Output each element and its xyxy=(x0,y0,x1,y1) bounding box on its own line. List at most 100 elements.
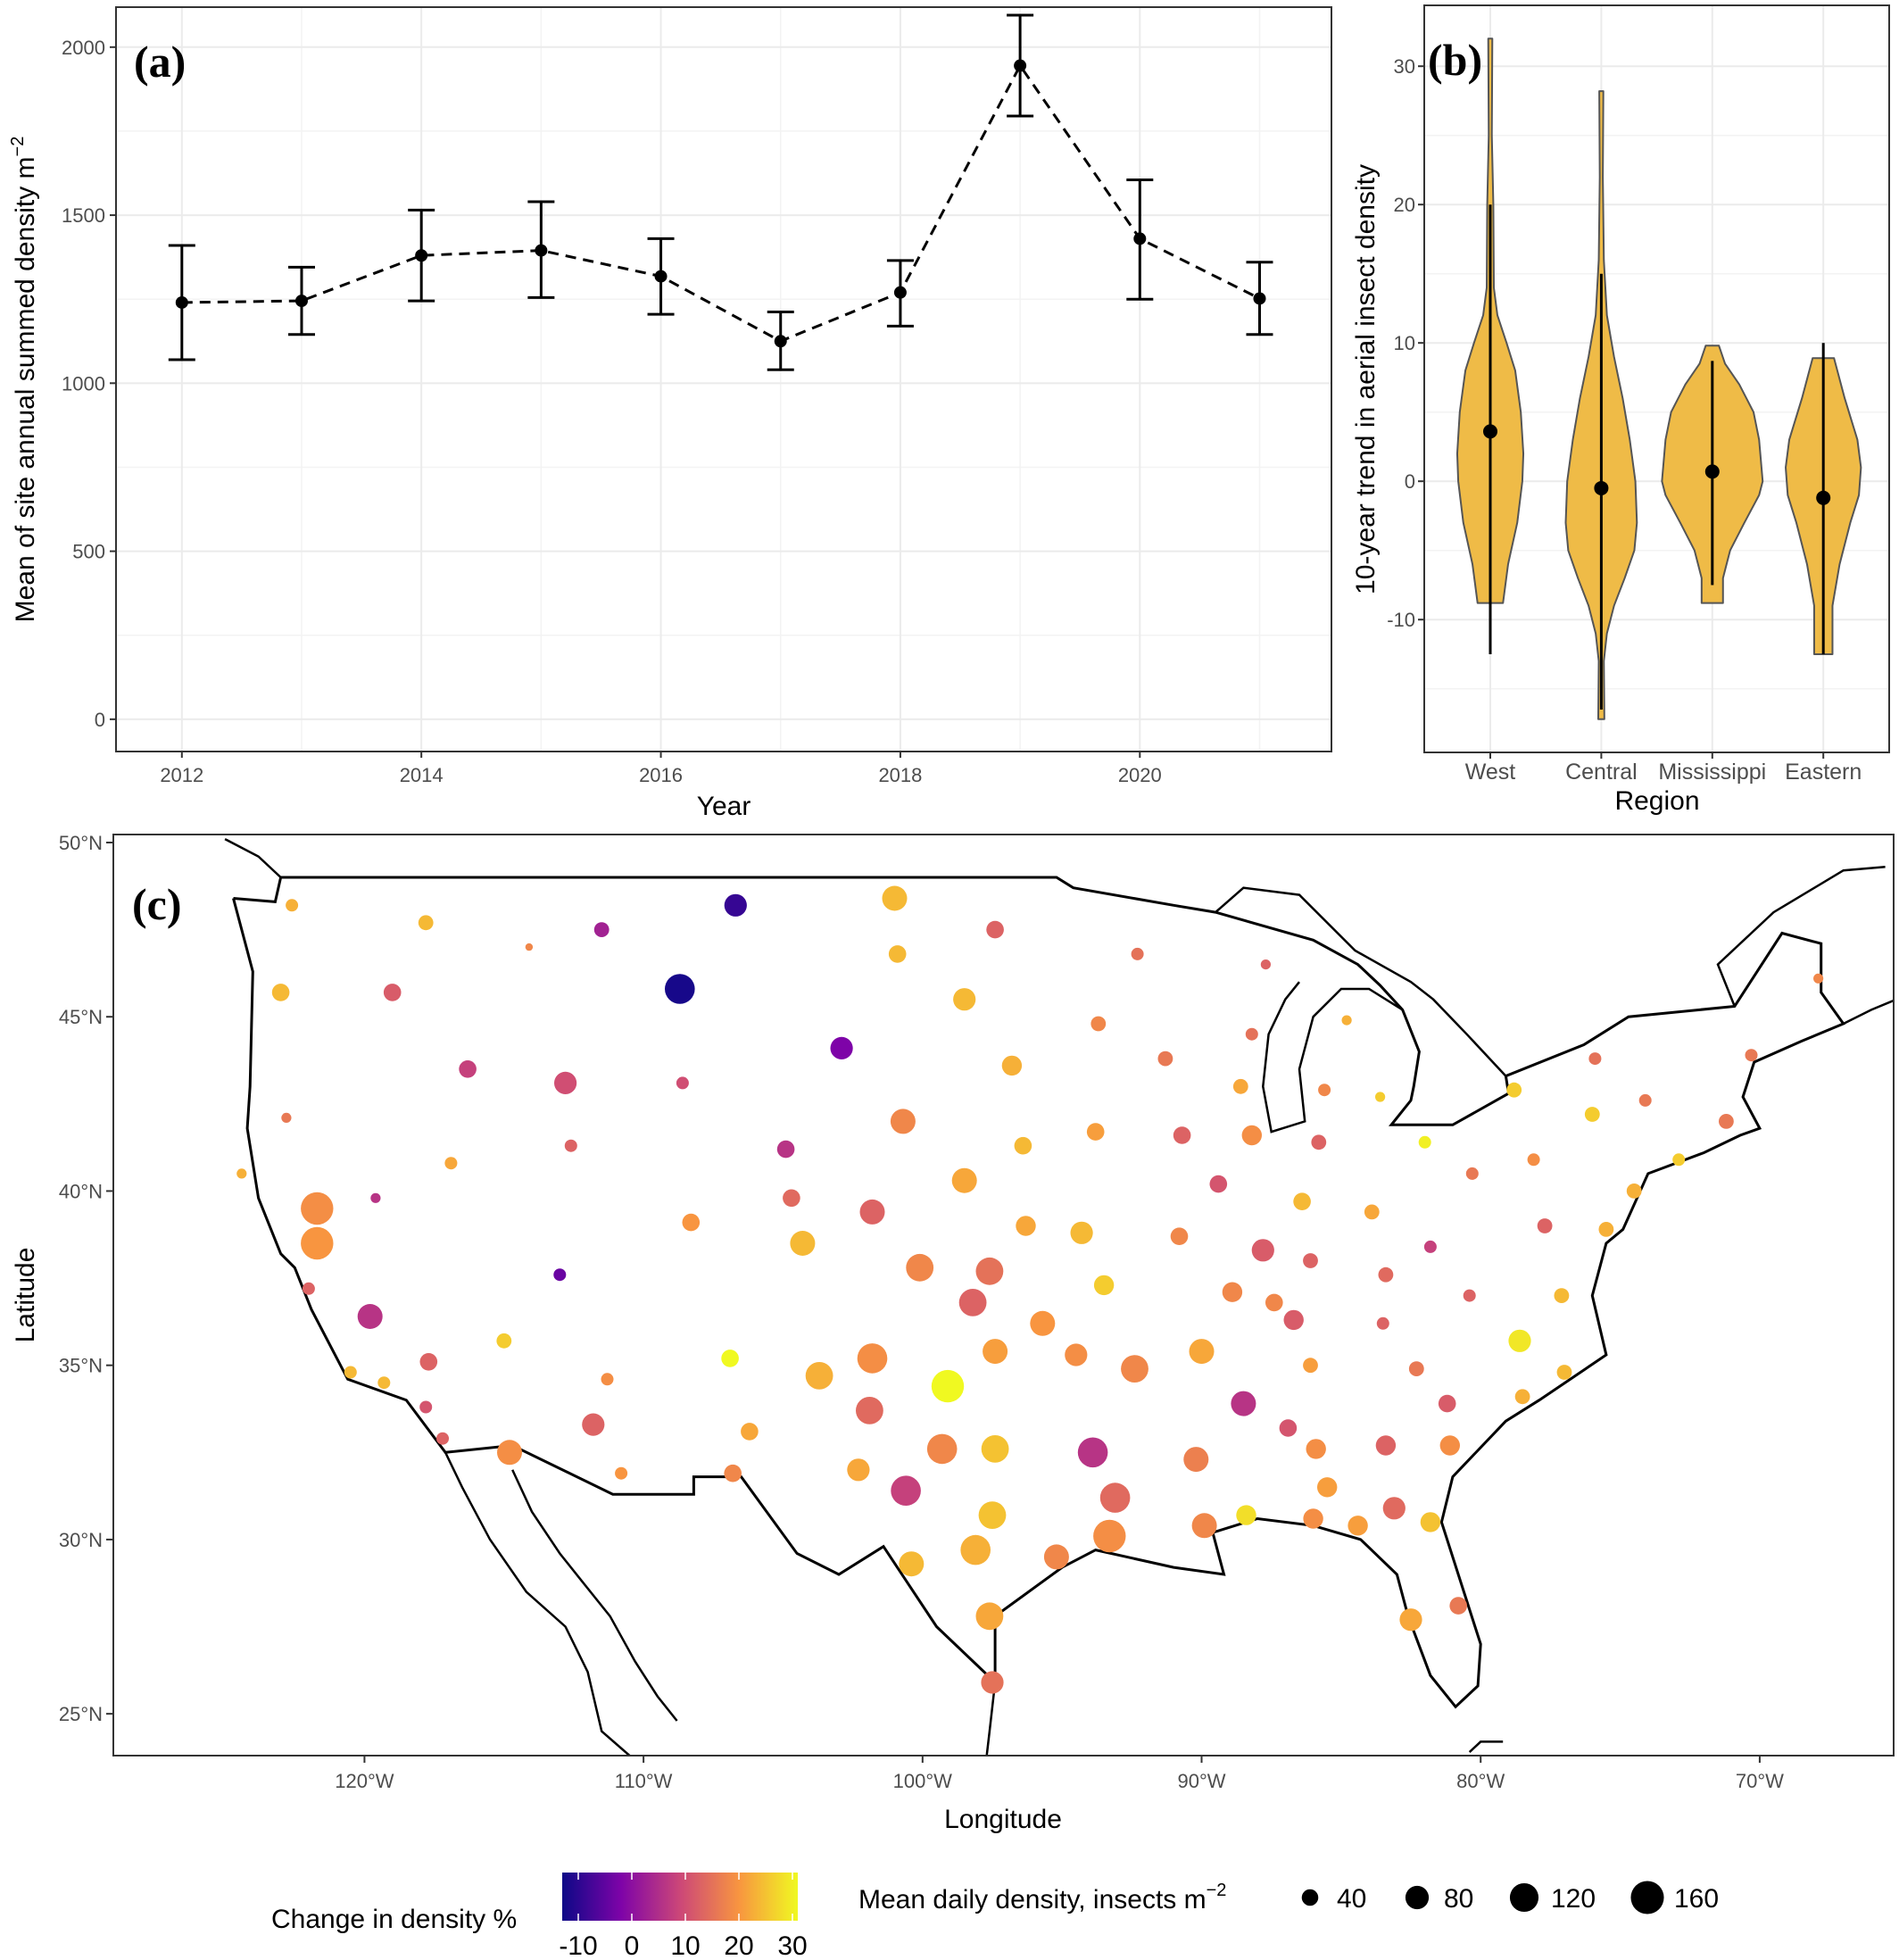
site-point xyxy=(1375,1092,1386,1102)
site-point xyxy=(1279,1419,1298,1437)
us-border-outline xyxy=(232,876,1846,1709)
y-tick-label: 10 xyxy=(1394,332,1415,354)
site-point xyxy=(1191,1513,1217,1539)
error-bar-2017 xyxy=(767,311,794,371)
site-point xyxy=(1099,1482,1131,1513)
site-point xyxy=(1303,1508,1323,1529)
site-point xyxy=(1232,1078,1248,1094)
size-legend-label-120: 120 xyxy=(1551,1884,1596,1914)
panel-a-x-axis-title: Year xyxy=(697,792,751,821)
site-point xyxy=(601,1373,614,1386)
error-bar-2012 xyxy=(168,244,195,361)
mean-trend-line xyxy=(181,62,1261,343)
panel-b-violin: West Central Mississippi Eastern -10 0 10 20 30… xyxy=(1351,4,1890,816)
site-point xyxy=(724,893,747,917)
site-point xyxy=(1556,1365,1572,1380)
mean-point-2015 xyxy=(535,244,548,257)
site-point xyxy=(1745,1049,1758,1062)
site-point xyxy=(1449,1597,1467,1615)
site-point xyxy=(1317,1477,1338,1498)
site-point xyxy=(1209,1175,1228,1193)
site-point xyxy=(286,899,299,912)
site-point xyxy=(1183,1447,1209,1473)
site-point xyxy=(891,1475,921,1506)
x-tick-label-eastern: Eastern xyxy=(1785,760,1862,785)
panel-a-label: (a) xyxy=(134,37,186,87)
site-point xyxy=(419,1400,433,1414)
site-point xyxy=(951,1167,977,1193)
site-point xyxy=(926,1433,958,1465)
site-point xyxy=(1189,1339,1215,1365)
mean-point-2013 xyxy=(294,295,308,308)
site-point xyxy=(847,1458,870,1482)
site-point xyxy=(888,945,907,963)
x-tick-label: 2014 xyxy=(400,764,444,786)
site-point xyxy=(1241,1125,1263,1146)
site-point xyxy=(1341,1015,1352,1026)
x-tick-label: 110°W xyxy=(615,1770,673,1792)
size-legend-label-160: 160 xyxy=(1674,1884,1719,1914)
site-point xyxy=(377,1376,391,1390)
x-tick-label: 2020 xyxy=(1118,764,1162,786)
site-point xyxy=(444,1157,458,1170)
site-point xyxy=(724,1464,742,1482)
site-point xyxy=(615,1466,628,1480)
site-point xyxy=(236,1168,247,1179)
y-tick-label: 1000 xyxy=(62,372,105,394)
site-point xyxy=(497,1440,522,1466)
site-point xyxy=(1514,1389,1530,1405)
mean-point-2012 xyxy=(175,295,188,309)
panel-c-label: (c) xyxy=(132,879,182,929)
mean-point-2021 xyxy=(1253,292,1266,305)
size-legend-circle-120 xyxy=(1509,1882,1539,1913)
site-point xyxy=(496,1333,512,1349)
site-point xyxy=(357,1304,383,1329)
x-tick-label: 2018 xyxy=(878,764,922,786)
site-point xyxy=(1086,1123,1105,1141)
color-legend-ticks: -10 0 10 20 30 xyxy=(559,1873,808,1960)
site-point xyxy=(1318,1084,1331,1097)
site-point xyxy=(418,915,434,931)
y-tick-label: 35°N xyxy=(59,1355,103,1377)
site-point xyxy=(564,1139,577,1152)
site-point xyxy=(1070,1221,1093,1244)
site-point xyxy=(1311,1134,1327,1150)
error-bar-2019 xyxy=(1007,13,1034,118)
site-point xyxy=(1306,1439,1326,1459)
site-point xyxy=(1438,1394,1456,1413)
site-point xyxy=(1508,1329,1531,1352)
panel-a-x-ticks: 2012 2014 2016 2018 2020 xyxy=(160,752,1162,786)
panel-b-marks xyxy=(1455,37,1862,720)
site-point xyxy=(1348,1516,1368,1536)
x-tick-label: 2016 xyxy=(639,764,683,786)
site-point xyxy=(419,1353,438,1371)
site-point xyxy=(960,1534,991,1566)
site-point xyxy=(1131,947,1144,960)
median-point-eastern xyxy=(1816,490,1831,505)
site-point xyxy=(1043,1544,1069,1570)
y-tick-label: 30 xyxy=(1394,55,1415,78)
site-point xyxy=(1626,1183,1642,1199)
site-point xyxy=(857,1343,888,1374)
panel-a-gridlines xyxy=(116,7,1331,752)
site-point xyxy=(953,988,976,1011)
size-legend-label-80: 80 xyxy=(1444,1884,1473,1914)
panel-a-y-axis-title: Mean of site annual summed density m−2 xyxy=(8,137,40,623)
site-point xyxy=(1260,959,1271,970)
legends: Change in density % -10 0 10 20 30 Mean dail… xyxy=(271,1873,1719,1960)
error-bar-2018 xyxy=(886,259,914,328)
y-tick-label: 0 xyxy=(1405,470,1415,493)
color-legend-tick-label: -10 xyxy=(559,1931,597,1960)
site-point xyxy=(370,1192,381,1203)
site-point xyxy=(553,1268,567,1282)
site-point xyxy=(554,1071,577,1094)
panel-a-border xyxy=(115,6,1332,752)
site-point xyxy=(1093,1519,1126,1553)
panel-c-border xyxy=(112,834,1895,1757)
x-tick-label-central: Central xyxy=(1565,760,1638,785)
panel-a-marks xyxy=(168,13,1273,371)
y-tick-label: 500 xyxy=(72,541,105,563)
site-point xyxy=(1638,1093,1652,1107)
panel-b-y-ticks: -10 0 10 20 30 xyxy=(1387,55,1424,631)
site-point xyxy=(582,1413,605,1436)
